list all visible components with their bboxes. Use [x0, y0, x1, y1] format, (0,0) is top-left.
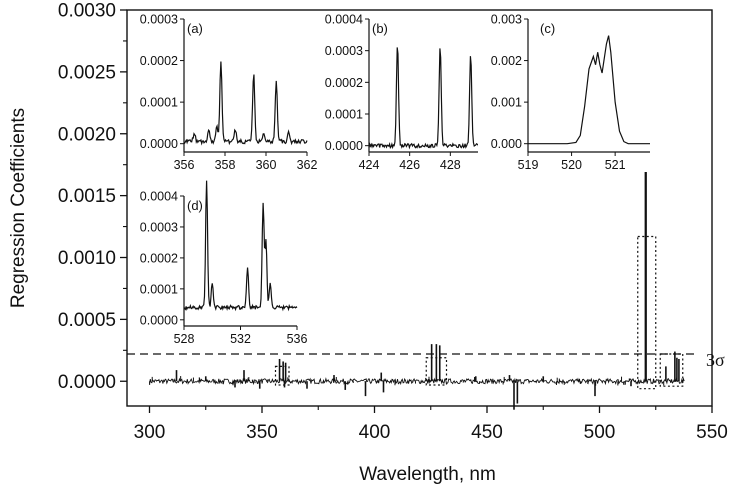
spectrum-baseline	[149, 377, 685, 386]
inset-spectrum	[368, 47, 492, 150]
inset-y-tick-label: 0.0002	[140, 251, 178, 265]
inset-x-tick-label: 532	[230, 332, 251, 346]
inset-y-tick-label: 0.0000	[140, 137, 178, 151]
inset-x-tick-label: 428	[440, 158, 461, 172]
plot-frame	[126, 9, 713, 407]
inset-y-tick-label: 0.0003	[140, 220, 178, 234]
threshold-label: 3σ	[706, 350, 725, 370]
inset-panel-label: (a)	[187, 21, 203, 36]
inset-y-tick-label: 0.0002	[140, 54, 178, 68]
inset-x-tick-label: 521	[605, 158, 626, 172]
x-tick-label: 450	[471, 422, 503, 443]
inset-a: 356 358 360 362 0.0000 0.0001 0.0002 0.0003 (a)	[134, 13, 318, 172]
inset-x-tick-label: 519	[518, 158, 539, 172]
inset-y-tick-label: 0.000	[491, 137, 522, 151]
inset-x-tick-label: 426	[399, 158, 420, 172]
inset-b: 4244264284300.00000.00010.00020.00030.00…	[319, 13, 501, 172]
inset-x-tick-label: 360	[256, 158, 277, 172]
y-tick-label: 0.0010	[58, 248, 116, 269]
inset-x-tick-label: 520	[561, 158, 582, 172]
inset-c: 519 520 521 0.000 0.001 0.002 0.003 (c)	[478, 13, 656, 172]
inset-x-tick-label: 528	[174, 332, 195, 346]
inset-y-tick-label: 0.002	[491, 54, 522, 68]
y-tick-label: 0.0005	[58, 310, 116, 331]
x-tick-label: 350	[246, 422, 278, 443]
inset-y-tick-label: 0.0004	[140, 190, 178, 204]
x-tick-label: 400	[359, 422, 391, 443]
y-tick-label: 0.0000	[58, 372, 116, 393]
inset-x-tick-label: 424	[359, 158, 380, 172]
x-tick-label: 300	[134, 422, 166, 443]
main-plot: 300 350 400 450 500 550 0.0000 0.0005 0.0010 0.00…	[8, 1, 728, 486]
inset-y-tick-label: 0.003	[491, 13, 522, 27]
inset-panel-label: (d)	[187, 198, 203, 213]
insets: 356 358 360 362 0.0000 0.0001 0.0002 0.0003 (a) 4…	[134, 13, 656, 346]
x-axis-label: Wavelength, nm	[359, 464, 496, 485]
inset-y-tick-label: 0.0004	[325, 13, 363, 27]
inset-y-tick-label: 0.0000	[325, 139, 363, 153]
x-tick-label: 500	[584, 422, 616, 443]
inset-y-tick-label: 0.0001	[140, 96, 178, 110]
inset-y-tick-label: 0.0001	[140, 282, 178, 296]
inset-panel-label: (b)	[372, 21, 388, 36]
y-tick-label: 0.0020	[58, 124, 116, 145]
inset-y-tick-label: 0.0003	[140, 13, 178, 27]
inset-spectrum	[183, 61, 308, 146]
x-tick-label: 550	[696, 422, 728, 443]
inset-y-tick-label: 0.0003	[325, 44, 363, 58]
inset-x-tick-label: 362	[297, 158, 318, 172]
y-tick-label: 0.0025	[58, 62, 116, 83]
inset-panel-label: (c)	[540, 21, 555, 36]
inset-x-tick-label: 356	[174, 158, 195, 172]
inset-spectrum	[528, 35, 650, 145]
inset-y-tick-label: 0.001	[491, 96, 522, 110]
y-axis-label: Regression Coefficients	[8, 108, 29, 308]
y-tick-label: 0.0030	[58, 1, 116, 22]
inset-x-tick-label: 358	[215, 158, 236, 172]
inset-y-tick-label: 0.0002	[325, 76, 363, 90]
inset-d: 528 532 536 0.0000 0.0001 0.0002 0.0003 0.0004 (…	[134, 180, 308, 346]
inset-y-tick-label: 0.0001	[325, 108, 363, 122]
inset-y-tick-label: 0.0000	[140, 313, 178, 327]
inset-spectrum	[183, 180, 298, 312]
inset-x-tick-label: 536	[287, 332, 308, 346]
y-tick-label: 0.0015	[58, 186, 116, 207]
inset-background	[134, 13, 313, 172]
inset-background	[134, 190, 303, 346]
highlight-box	[274, 365, 290, 386]
inset-background	[478, 13, 656, 172]
